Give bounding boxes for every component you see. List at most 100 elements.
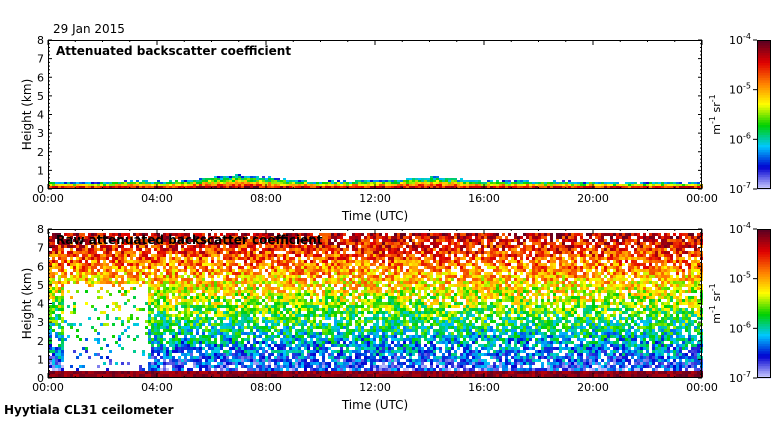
heat-cell (211, 317, 214, 320)
heat-cell (214, 302, 217, 305)
heat-cell (535, 186, 538, 188)
heat-cell (364, 374, 367, 377)
heat-cell (352, 332, 355, 335)
heat-cell (211, 335, 214, 338)
heat-cell (277, 290, 280, 293)
heat-cell (688, 182, 691, 184)
heat-cell (340, 233, 343, 236)
heat-cell (205, 290, 208, 293)
heat-cell (460, 180, 463, 182)
heat-cell (310, 290, 313, 293)
heat-cell (61, 184, 64, 186)
heat-cell (148, 269, 151, 272)
heat-cell (355, 338, 358, 341)
heat-cell (127, 326, 130, 329)
heat-cell (145, 254, 148, 257)
heat-cell (154, 347, 157, 350)
heat-cell (376, 296, 379, 299)
heat-cell (574, 182, 577, 184)
heat-cell (250, 368, 253, 371)
heat-cell (244, 263, 247, 266)
heat-cell (346, 356, 349, 359)
heat-cell (73, 311, 76, 314)
heat-cell (430, 186, 433, 188)
heat-cell (364, 353, 367, 356)
heat-cell (373, 182, 376, 184)
heat-cell (277, 317, 280, 320)
heat-cell (292, 269, 295, 272)
heat-cell (223, 176, 226, 178)
heat-cell (160, 350, 163, 353)
heat-cell (100, 254, 103, 257)
heat-cell (298, 329, 301, 332)
heat-cell (73, 269, 76, 272)
heat-cell (64, 254, 67, 257)
heat-cell (232, 186, 235, 188)
heat-cell (229, 353, 232, 356)
heat-cell (118, 344, 121, 347)
heat-cell (322, 278, 325, 281)
heat-cell (232, 290, 235, 293)
heat-cell (76, 182, 79, 184)
heat-cell (295, 362, 298, 365)
heat-cell (247, 269, 250, 272)
heat-cell (112, 374, 115, 377)
heat-cell (199, 350, 202, 353)
heat-cell (82, 257, 85, 260)
heat-cell (361, 353, 364, 356)
heat-cell (181, 368, 184, 371)
heat-cell (364, 368, 367, 371)
heat-cell (340, 184, 343, 186)
heat-cell (256, 323, 259, 326)
heat-cell (106, 248, 109, 251)
heat-cell (289, 350, 292, 353)
heat-cell (277, 293, 280, 296)
heat-cell (55, 317, 58, 320)
heat-cell (307, 308, 310, 311)
heat-cell (196, 287, 199, 290)
heat-cell (340, 239, 343, 242)
heat-cell (316, 305, 319, 308)
heat-cell (337, 260, 340, 263)
heat-cell (241, 356, 244, 359)
heat-cell (358, 296, 361, 299)
heat-cell (322, 272, 325, 275)
plot-area-1 (48, 40, 702, 189)
heat-cell (241, 353, 244, 356)
heat-cell (514, 184, 517, 186)
heat-cell (337, 296, 340, 299)
heat-cell (295, 332, 298, 335)
heat-cell (349, 287, 352, 290)
heat-cell (187, 326, 190, 329)
heat-cell (253, 257, 256, 260)
heat-cell (241, 176, 244, 178)
heat-cell (376, 332, 379, 335)
heat-cell (157, 365, 160, 368)
heat-cell (274, 178, 277, 180)
heat-cell (319, 341, 322, 344)
heat-cell (358, 323, 361, 326)
heat-cell (301, 374, 304, 377)
heat-cell (274, 269, 277, 272)
heat-cell (52, 347, 55, 350)
heat-cell (199, 263, 202, 266)
heat-cell (634, 184, 637, 186)
heat-cell (55, 287, 58, 290)
heat-cell (376, 251, 379, 254)
heat-cell (271, 178, 274, 180)
heat-cell (406, 184, 409, 186)
heat-cell (88, 356, 91, 359)
heat-cell (277, 299, 280, 302)
heat-cell (235, 302, 238, 305)
heat-cell (202, 329, 205, 332)
heat-cell (370, 329, 373, 332)
heat-cell (91, 272, 94, 275)
heat-cell (307, 341, 310, 344)
heat-cell (343, 266, 346, 269)
heat-cell (223, 293, 226, 296)
heat-cell (361, 311, 364, 314)
heat-cell (412, 182, 415, 184)
heat-cell (346, 184, 349, 186)
heat-cell (127, 272, 130, 275)
heat-cell (205, 350, 208, 353)
